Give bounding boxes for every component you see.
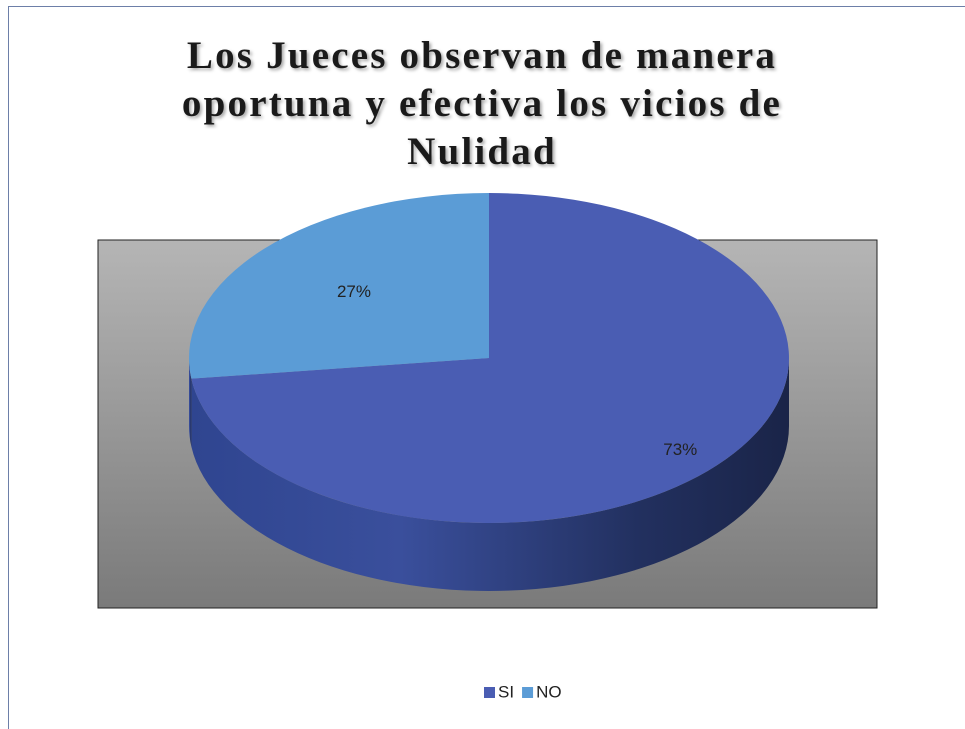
frame xyxy=(8,6,965,729)
chart-title: Los Jueces observan de manera oportuna y… xyxy=(181,34,783,173)
data-label: 27% xyxy=(337,282,371,301)
pie-slice xyxy=(191,193,789,523)
data-label: 73% xyxy=(663,440,697,459)
legend-label: SI xyxy=(498,682,514,701)
pie-side xyxy=(189,358,192,447)
pie-side xyxy=(191,358,789,592)
legend-label: NO xyxy=(536,682,562,701)
pie-slice xyxy=(188,193,489,379)
legend-swatch xyxy=(522,687,534,698)
legend-swatch xyxy=(484,687,495,698)
